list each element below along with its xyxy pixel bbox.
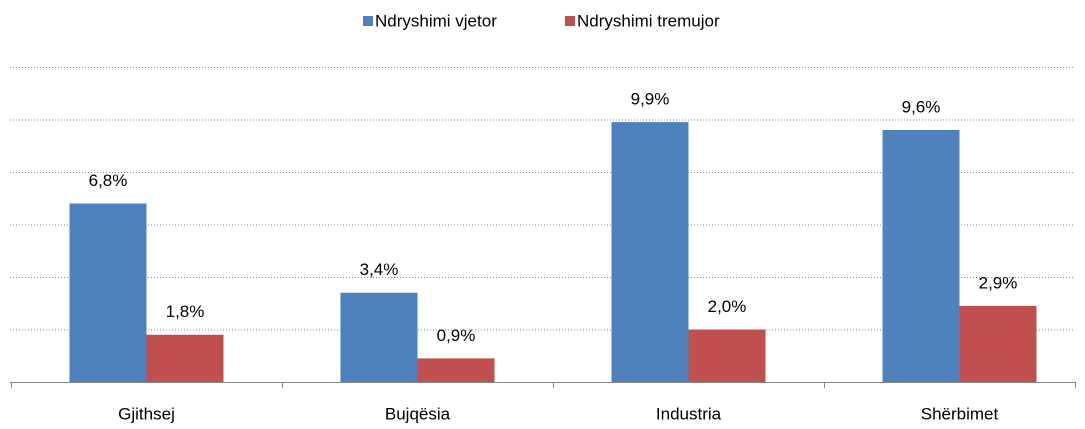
bar (340, 292, 418, 382)
data-label: 2,9% (979, 273, 1018, 292)
legend-swatch (363, 16, 373, 26)
data-label: 9,9% (631, 90, 670, 109)
legend-label: Ndryshimi vjetor (375, 11, 497, 30)
bar (611, 122, 689, 382)
x-tick-label: Shërbimet (921, 404, 999, 423)
data-label: 1,8% (166, 302, 205, 321)
data-label: 9,6% (902, 97, 941, 116)
bar (688, 329, 766, 382)
bar (146, 334, 224, 382)
data-label: 0,9% (437, 326, 476, 345)
data-label: 3,4% (360, 260, 399, 279)
data-label: 6,8% (89, 171, 128, 190)
legend-swatch (565, 16, 575, 26)
bar (882, 130, 960, 382)
x-tick-label: Bujqësia (385, 404, 451, 423)
x-tick-label: Gjithsej (118, 404, 175, 423)
bar (959, 305, 1037, 382)
legend-label: Ndryshimi tremujor (577, 11, 720, 30)
bar (417, 358, 495, 382)
x-tick-label: Industria (656, 404, 722, 423)
bar (69, 203, 147, 382)
data-label: 2,0% (708, 297, 747, 316)
